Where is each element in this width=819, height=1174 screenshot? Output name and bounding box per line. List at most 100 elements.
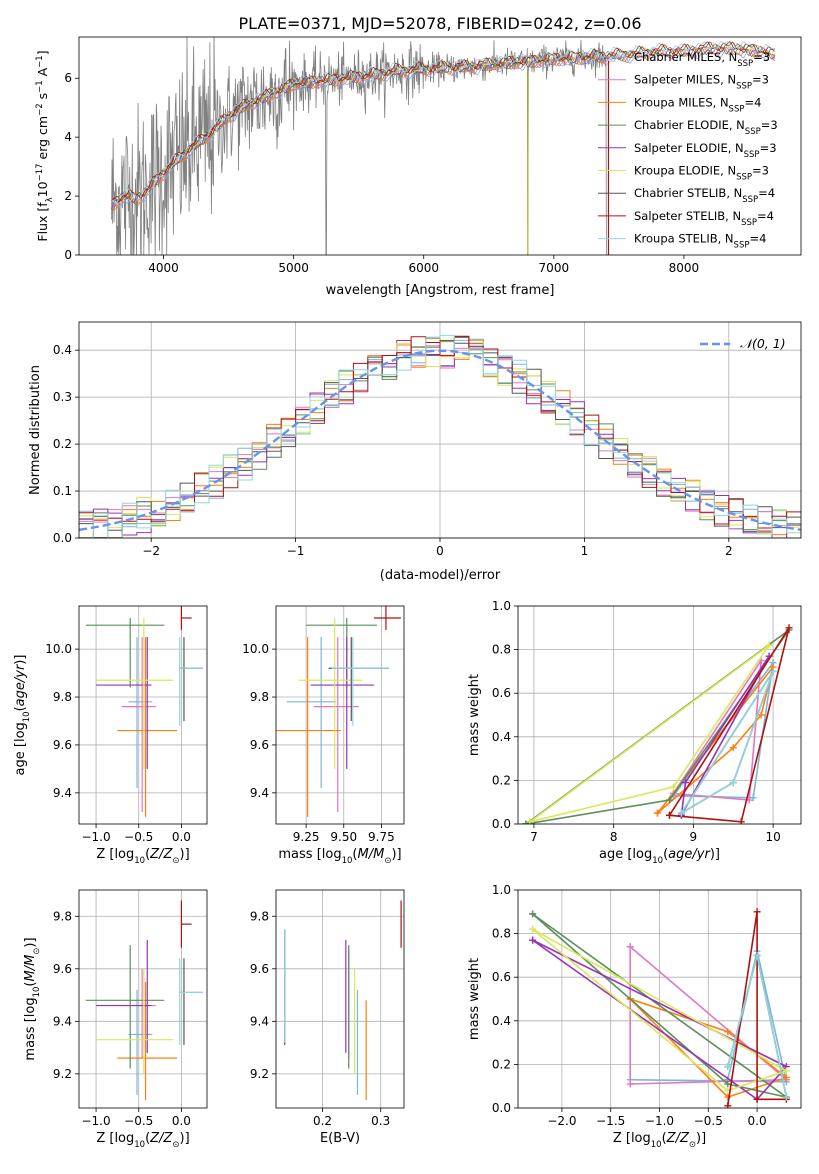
y-tick-label: 0.8 <box>492 643 511 657</box>
weight-series <box>532 939 788 1101</box>
residual-axes: −2 −1 0 1 2 0.0 0.1 0.2 0.3 0.4 (data-model)/error… <box>28 321 802 583</box>
weight-marker <box>749 794 757 802</box>
spectrum-lines <box>111 37 776 255</box>
weight-lines <box>522 624 793 824</box>
weight-marker <box>665 811 673 819</box>
x-tick-label: 7000 <box>539 261 570 275</box>
legend-label: Salpeter ELODIE, NSSP=3 <box>634 141 777 160</box>
y-tick-label: 0.3 <box>53 390 72 404</box>
weight-marker <box>729 744 737 752</box>
x-tick-label: 0.0 <box>172 830 191 844</box>
age-vs-z-axes: −1.0 −0.5 0.0 9.4 9.6 9.8 10.0 Z [log10(Z/Z⊙)] a… <box>13 605 208 866</box>
figure-title: PLATE=0371, MJD=52078, FIBERID=0242, z=0… <box>238 14 641 33</box>
y-tick-label: 0 <box>64 248 72 262</box>
y-tick-label: 9.4 <box>250 786 269 800</box>
x-tick-label: −1 <box>287 544 305 558</box>
y-tick-label: 9.4 <box>53 786 72 800</box>
y-axis-label: mass [log10(M/M⊙)] <box>23 937 42 1060</box>
weight-marker <box>724 1093 732 1101</box>
legend-label: Kroupa ELODIE, NSSP=3 <box>634 164 769 183</box>
x-tick-label: 10 <box>765 830 780 844</box>
weight-marker <box>529 925 537 933</box>
x-tick-label: 0.0 <box>748 1114 767 1128</box>
weight-marker <box>522 820 530 824</box>
x-tick-label: 9.25 <box>293 830 320 844</box>
axes-frame <box>275 889 405 1109</box>
y-tick-label: 0.0 <box>492 1101 511 1115</box>
x-tick-label: −1.0 <box>81 1114 110 1128</box>
axes-frame <box>78 605 208 825</box>
y-tick-label: 0.1 <box>53 484 72 498</box>
x-axis-label: (data-model)/error <box>380 568 501 583</box>
x-tick-label: 0.3 <box>371 1114 390 1128</box>
y-tick-label: 9.8 <box>250 909 269 923</box>
x-tick-label: 6000 <box>408 261 439 275</box>
y-tick-label: 0.2 <box>53 437 72 451</box>
x-axis-label: Z [log10(Z/Z⊙)] <box>613 1131 706 1150</box>
weight-series <box>680 655 770 816</box>
weight-marker <box>724 1102 732 1108</box>
weight-marker <box>669 783 677 791</box>
weight-marker <box>724 1063 732 1071</box>
x-tick-label: −0.5 <box>124 830 153 844</box>
weight-marker <box>724 1028 732 1036</box>
model-spectrum-line <box>111 41 776 204</box>
residual-histogram <box>79 334 801 538</box>
x-tick-label: 9 <box>690 830 698 844</box>
x-axis-label: E(B-V) <box>320 1131 360 1146</box>
x-tick-label: 8000 <box>669 261 700 275</box>
legend: Chabrier MILES, NSSP=3 Salpeter MILES, NS… <box>598 50 778 251</box>
x-tick-label: 0.0 <box>172 1114 191 1128</box>
x-tick-label: 9.75 <box>368 830 395 844</box>
y-tick-label: 0.6 <box>492 686 511 700</box>
x-axis-label: Z [log10(Z/Z⊙)] <box>96 847 189 866</box>
model-spectrum-line <box>111 41 776 203</box>
weight-marker <box>753 951 761 959</box>
weight-series <box>629 946 789 1085</box>
y-tick-label: 10.0 <box>45 642 72 656</box>
weight-vs-age-axes: 7 8 9 10 0.0 0.2 0.4 0.6 0.8 1.0 age [log10(age/yr… <box>467 599 802 866</box>
observed-spectrum <box>111 37 609 255</box>
y-tick-label: 9.4 <box>53 1014 72 1028</box>
weight-vs-z-axes: −2.0 −1.5 −1.0 −0.5 0.0 0.0 0.2 0.4 0.6 0.8 1.0 Z [… <box>467 883 802 1150</box>
y-axis-label: mass weight <box>467 958 482 1040</box>
x-tick-label: 4000 <box>148 261 179 275</box>
y-tick-label: 0.8 <box>492 927 511 941</box>
weight-marker <box>677 809 685 817</box>
x-tick-label: 7 <box>530 830 538 844</box>
y-tick-label: 9.2 <box>250 1067 269 1081</box>
x-axis-label: wavelength [Angstrom, rest frame] <box>326 283 555 298</box>
y-tick-label: 0.0 <box>53 531 72 545</box>
x-tick-label: 8 <box>610 830 618 844</box>
x-tick-label: −1.0 <box>645 1114 674 1128</box>
x-tick-label: −2.0 <box>547 1114 576 1128</box>
weight-marker <box>782 1093 790 1101</box>
y-axis-label: mass weight <box>467 674 482 756</box>
weight-marker <box>654 809 662 817</box>
weight-series <box>680 670 774 814</box>
weight-marker <box>765 641 773 649</box>
error-bars <box>85 900 203 1101</box>
mass-vs-z-axes: −1.0 −0.5 0.0 9.2 9.4 9.6 9.8 Z [log10(Z/Z⊙)] ma… <box>23 889 208 1150</box>
weight-marker <box>782 1067 790 1075</box>
x-tick-label: −2 <box>142 544 160 558</box>
weight-marker <box>526 818 534 824</box>
y-tick-label: 4 <box>64 130 72 144</box>
y-tick-label: 10.0 <box>242 642 269 656</box>
y-tick-label: 0.4 <box>492 1014 511 1028</box>
y-tick-label: 9.8 <box>53 690 72 704</box>
y-axis-label: Flux [fλ10−17 erg cm−2 s−1 A−1] <box>35 50 55 241</box>
model-spectrum-line <box>111 45 776 210</box>
x-tick-label: 2 <box>725 544 733 558</box>
y-tick-label: 1.0 <box>492 883 511 897</box>
axes-frame <box>78 889 208 1109</box>
y-tick-label: 0.6 <box>492 970 511 984</box>
weight-marker <box>769 667 777 675</box>
weight-marker <box>529 936 537 944</box>
weight-marker <box>529 910 537 918</box>
legend-label: Salpeter STELIB, NSSP=4 <box>634 209 774 228</box>
x-tick-label: −1.5 <box>596 1114 625 1128</box>
gaussian-curve <box>79 349 801 531</box>
y-tick-label: 9.6 <box>250 738 269 752</box>
y-tick-label: 0.4 <box>492 730 511 744</box>
